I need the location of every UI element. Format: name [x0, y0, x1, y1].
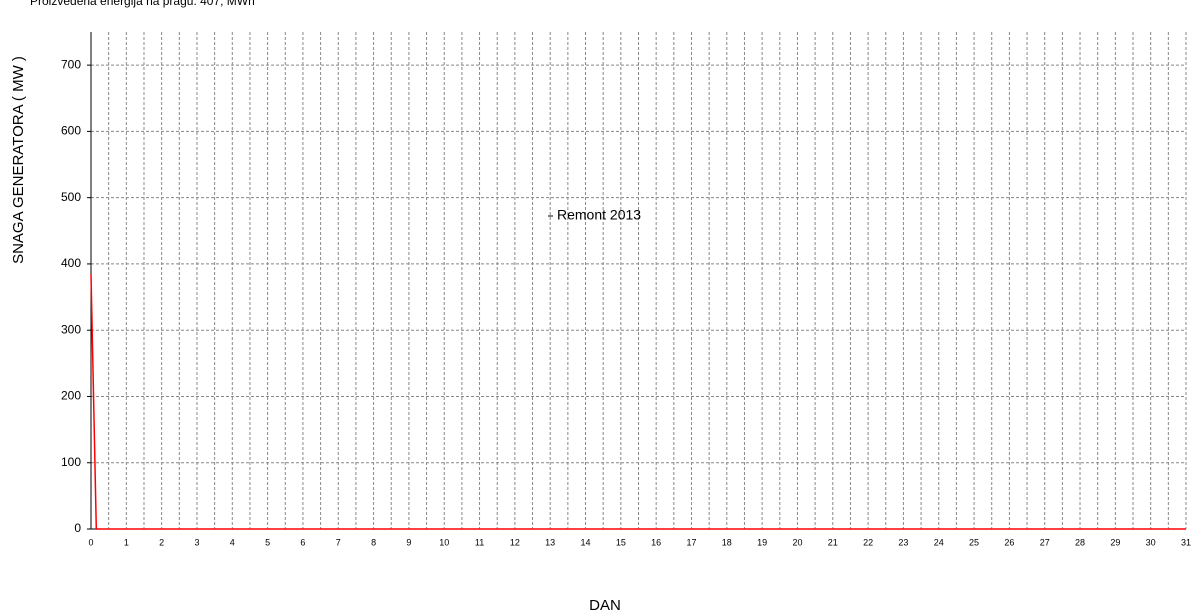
x-tick-label: 21	[828, 537, 838, 547]
y-tick-label: 600	[61, 124, 81, 138]
y-tick-label: 100	[61, 455, 81, 469]
x-tick-label: 12	[510, 537, 520, 547]
x-tick-label: 0	[88, 537, 93, 547]
legend-label: Remont 2013	[557, 207, 641, 223]
y-tick-label: 0	[74, 521, 81, 535]
y-axis-label: SNAGA GENERATORA ( MW )	[10, 56, 27, 264]
x-tick-label: 9	[406, 537, 411, 547]
x-tick-label: 5	[265, 537, 270, 547]
x-tick-label: 7	[336, 537, 341, 547]
x-tick-label: 20	[792, 537, 802, 547]
x-tick-label: 15	[616, 537, 626, 547]
x-tick-label: 3	[194, 537, 199, 547]
x-tick-label: 10	[439, 537, 449, 547]
x-tick-label: 17	[686, 537, 696, 547]
x-tick-label: 4	[230, 537, 235, 547]
x-tick-label: 22	[863, 537, 873, 547]
x-tick-label: 6	[300, 537, 305, 547]
x-tick-label: 29	[1110, 537, 1120, 547]
x-tick-label: 27	[1040, 537, 1050, 547]
x-tick-label: 25	[969, 537, 979, 547]
x-tick-label: 11	[475, 537, 484, 547]
x-tick-label: 14	[581, 537, 591, 547]
x-tick-label: 26	[1004, 537, 1014, 547]
y-tick-label: 300	[61, 322, 81, 336]
x-tick-label: 2	[159, 537, 164, 547]
line-series	[90, 273, 1186, 530]
y-tick-label: 200	[61, 389, 81, 403]
x-tick-label: 24	[934, 537, 944, 547]
x-tick-label: 19	[757, 537, 767, 547]
x-tick-label: 31	[1181, 537, 1191, 547]
x-tick-label: 28	[1075, 537, 1085, 547]
x-tick-label: 30	[1146, 537, 1156, 547]
x-tick-label: 8	[371, 537, 376, 547]
y-tick-label: 700	[61, 57, 81, 71]
y-tick-label: 400	[61, 256, 81, 270]
x-tick-label: 1	[124, 537, 129, 547]
x-tick-label: 18	[722, 537, 732, 547]
chart-title: Proizvedena energija na pragu: 407, MWh	[30, 0, 255, 8]
y-tick-label: 500	[61, 190, 81, 204]
x-axis-label: DAN	[589, 597, 621, 614]
x-tick-label: 23	[898, 537, 908, 547]
x-tick-label: 13	[545, 537, 555, 547]
x-tick-label: 16	[651, 537, 661, 547]
